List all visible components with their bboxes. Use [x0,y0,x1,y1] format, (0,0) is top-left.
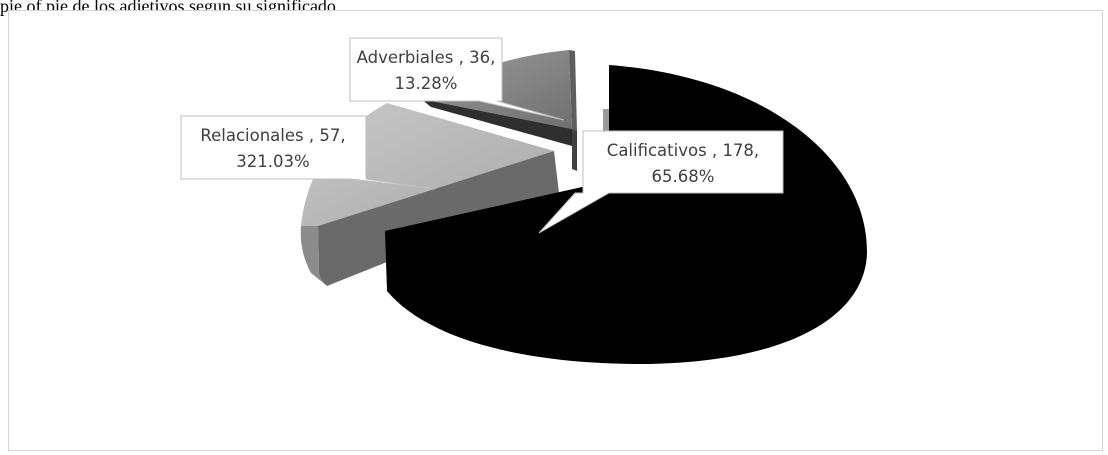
label-percent-adverbiales: 13.28% [395,74,458,93]
pie-slice-front-adverbiales [569,50,577,131]
pie-slice-side-adverbiales [421,99,572,146]
svg-text:Relacionales , 57,: Relacionales , 57, [200,126,345,145]
label-name-adverbiales: Adverbiales [357,48,454,67]
callout-box-calificativos [538,130,784,234]
callout-box-adverbiales [349,37,565,121]
label-name-relacionales: Relacionales [200,126,303,145]
data-label-adverbiales: Adverbiales , 36, 13.28% [349,37,565,121]
pie-slice-edge-adverbiales [572,129,577,171]
svg-text:Adverbiales , 36,: Adverbiales , 36, [357,48,496,67]
label-value-calificativos: 178, [722,141,759,160]
label-percent-calificativos: 65.68% [652,167,715,186]
label-value-relacionales: 57, [319,126,345,145]
pie-slice-side-relacionales [300,226,327,286]
data-label-calificativos: Calificativos , 178, 65.68% [538,130,784,234]
pie-chart: Adverbiales , 36, 13.28% Relacionales , … [180,37,867,365]
label-value-adverbiales: 36, [469,48,495,67]
label-name-calificativos: Calificativos [607,141,707,160]
label-percent-relacionales: 321.03% [236,152,309,171]
pie-slice-front-relacionales [318,151,559,286]
callout-box-relacionales [180,115,436,190]
chart-area: Adverbiales , 36, 13.28% Relacionales , … [8,10,1103,451]
data-label-relacionales: Relacionales , 57, 321.03% [180,115,436,190]
svg-text:Calificativos , 178,: Calificativos , 178, [607,141,759,160]
